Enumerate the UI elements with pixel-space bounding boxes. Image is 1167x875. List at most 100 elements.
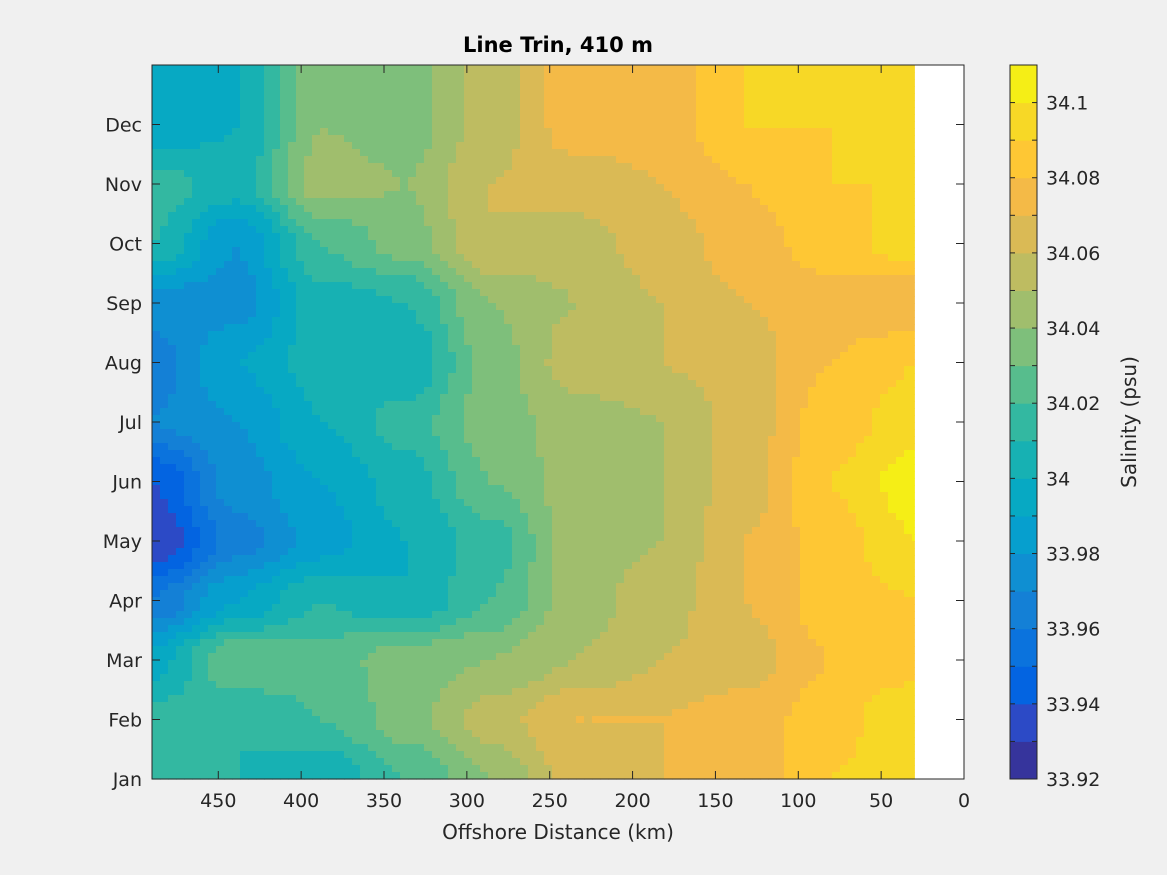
heatmap-cell [408, 233, 417, 241]
heatmap-cell [424, 198, 433, 206]
heatmap-cell [320, 163, 329, 171]
heatmap-cell [600, 149, 609, 157]
heatmap-cell [880, 415, 889, 423]
heatmap-cell [160, 121, 169, 129]
heatmap-cell [848, 352, 857, 360]
heatmap-cell [432, 338, 441, 346]
heatmap-cell [216, 121, 225, 129]
heatmap-cell [360, 289, 369, 297]
heatmap-cell [376, 149, 385, 157]
heatmap-cell [688, 233, 697, 241]
heatmap-cell [232, 184, 241, 192]
heatmap-cell [680, 380, 689, 388]
heatmap-cell [360, 177, 369, 185]
heatmap-cell [240, 184, 249, 192]
heatmap-cell [912, 114, 915, 122]
heatmap-cell [360, 401, 369, 409]
heatmap-cell [544, 163, 553, 171]
heatmap-cell [240, 352, 249, 360]
heatmap-cell [376, 268, 385, 276]
heatmap-cell [840, 289, 849, 297]
heatmap-cell [224, 142, 233, 150]
heatmap-cell [800, 198, 809, 206]
heatmap-cell [664, 289, 673, 297]
heatmap-cell [208, 268, 217, 276]
heatmap-cell [880, 359, 889, 367]
heatmap-cell [336, 359, 345, 367]
heatmap-cell [816, 177, 825, 185]
heatmap-cell [896, 415, 905, 423]
heatmap-cell [888, 422, 897, 430]
heatmap-cell [176, 156, 185, 164]
heatmap-cell [856, 268, 865, 276]
heatmap-cell [760, 86, 769, 94]
heatmap-cell [168, 219, 177, 227]
heatmap-cell [360, 100, 369, 108]
heatmap-cell [792, 121, 801, 129]
heatmap-cell [808, 401, 817, 409]
heatmap-cell [480, 163, 489, 171]
heatmap-cell [440, 205, 449, 213]
heatmap-cell [560, 233, 569, 241]
heatmap-cell [424, 380, 433, 388]
heatmap-cell [760, 247, 769, 255]
heatmap-cell [160, 408, 169, 416]
heatmap-cell [600, 261, 609, 269]
heatmap-cell [848, 359, 857, 367]
heatmap-cell [384, 324, 393, 332]
heatmap-cell [240, 394, 249, 402]
heatmap-cell [184, 345, 193, 353]
heatmap-cell [736, 156, 745, 164]
heatmap-cell [800, 156, 809, 164]
heatmap-cell [192, 373, 201, 381]
heatmap-cell [712, 142, 721, 150]
heatmap-cell [816, 401, 825, 409]
heatmap-cell [384, 408, 393, 416]
heatmap-cell [568, 233, 577, 241]
heatmap-cell [456, 86, 465, 94]
heatmap-cell [736, 170, 745, 178]
heatmap-cell [288, 282, 297, 290]
heatmap-cell [792, 93, 801, 101]
heatmap-cell [184, 212, 193, 220]
heatmap-cell [840, 380, 849, 388]
heatmap-cell [208, 65, 217, 73]
heatmap-cell [840, 142, 849, 150]
heatmap-cell [664, 387, 673, 395]
heatmap-cell [872, 86, 881, 94]
heatmap-cell [688, 72, 697, 80]
heatmap-cell [888, 65, 897, 73]
heatmap-cell [672, 226, 681, 234]
heatmap-cell [448, 296, 457, 304]
heatmap-cell [392, 170, 401, 178]
heatmap-cell [744, 212, 753, 220]
heatmap-cell [584, 247, 593, 255]
heatmap-cell [568, 205, 577, 213]
heatmap-cell [216, 114, 225, 122]
heatmap-cell [808, 331, 817, 339]
heatmap-cell [672, 387, 681, 395]
heatmap-cell [240, 254, 249, 262]
heatmap-cell [352, 219, 361, 227]
heatmap-cell [256, 380, 265, 388]
heatmap-cell [384, 415, 393, 423]
heatmap-cell [824, 380, 833, 388]
heatmap-cell [168, 240, 177, 248]
heatmap-cell [680, 191, 689, 199]
heatmap-cell [272, 121, 281, 129]
heatmap-cell [624, 198, 633, 206]
heatmap-cell [728, 205, 737, 213]
heatmap-cell [168, 394, 177, 402]
heatmap-cell [256, 415, 265, 423]
heatmap-cell [280, 380, 289, 388]
heatmap-cell [688, 226, 697, 234]
heatmap-cell [224, 289, 233, 297]
heatmap-cell [456, 156, 465, 164]
heatmap-cell [168, 142, 177, 150]
heatmap-cell [856, 184, 865, 192]
heatmap-cell [312, 128, 321, 136]
heatmap-cell [432, 86, 441, 94]
heatmap-cell [888, 240, 897, 248]
heatmap-cell [264, 296, 273, 304]
heatmap-cell [680, 303, 689, 311]
